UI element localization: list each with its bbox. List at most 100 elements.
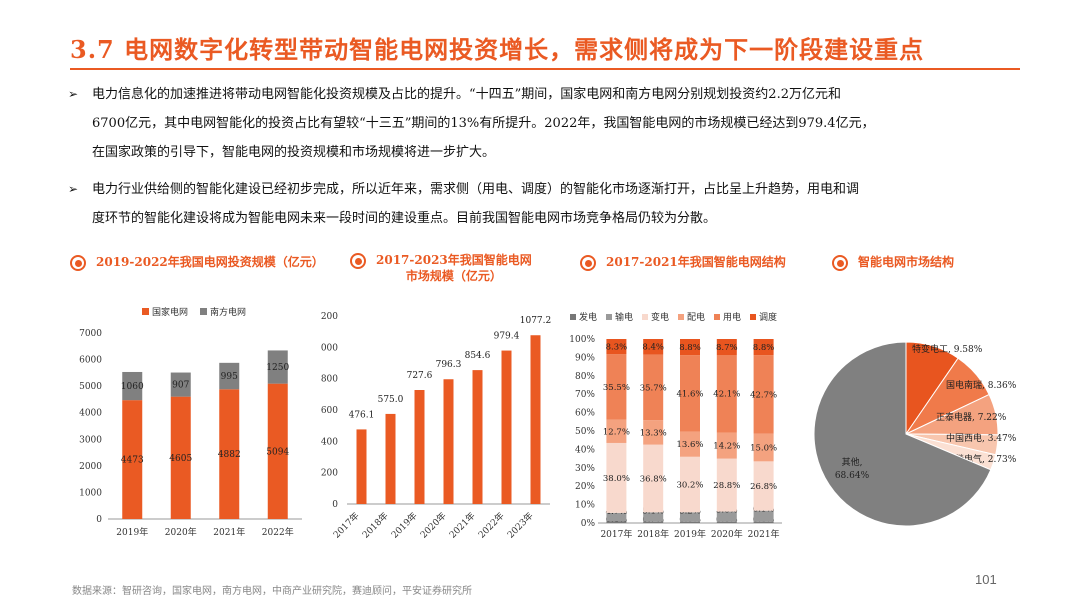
data-label: 15.0% <box>750 444 777 454</box>
y-tick-label: 10% <box>575 501 595 511</box>
y-tick-label: 400 <box>321 437 338 447</box>
data-label: 4473 <box>121 456 144 466</box>
data-label: 476.1 <box>349 410 375 420</box>
bar-segment <box>753 355 774 434</box>
data-label: 1250 <box>266 363 289 373</box>
bar-state-grid <box>170 396 191 519</box>
x-tick-label: 2018年 <box>637 528 669 540</box>
bullet-line: 6700亿元，其中电网智能化的投资占比有望较“十三五”期间的13%有所提升。20… <box>92 116 875 131</box>
data-label: 42.7% <box>750 390 777 400</box>
x-tick-label: 2021年 <box>213 526 245 538</box>
y-tick-label: 30% <box>575 464 595 474</box>
bar-segment <box>643 339 664 355</box>
target-icon <box>580 255 596 271</box>
legend-swatch <box>200 308 207 315</box>
slice-label: 其他, <box>842 456 863 468</box>
data-label: 42.1% <box>713 390 740 400</box>
x-tick-label: 2021年 <box>748 528 780 540</box>
bar <box>530 335 541 504</box>
y-tick-label: 0 <box>96 515 102 525</box>
y-tick-label: 1000 <box>79 488 102 498</box>
chart-header-market-share: 智能电网市场结构 <box>832 254 954 271</box>
bar-southern-grid <box>170 372 191 397</box>
y-tick-label: 20% <box>575 482 595 492</box>
x-tick-label: 2019年 <box>116 526 148 538</box>
data-label: 1077.2 <box>520 316 552 326</box>
target-icon <box>832 255 848 271</box>
x-tick-label: 2018年 <box>360 510 391 541</box>
bar-segment <box>753 433 774 462</box>
legend-label: 输电 <box>615 311 633 323</box>
x-tick-label: 2020年 <box>165 526 197 538</box>
data-source: 数据来源：智研咨询，国家电网，南方电网，中商产业研究院，赛迪顾问，平安证券研究所 <box>72 586 472 597</box>
data-label: 41.6% <box>676 389 703 399</box>
chart-header-text: 2019-2022年我国电网投资规模（亿元） <box>96 255 324 269</box>
bar-segment <box>716 339 737 356</box>
legend-label: 南方电网 <box>210 306 246 318</box>
y-tick-label: 90% <box>575 353 595 363</box>
y-tick-label: 800 <box>321 375 338 385</box>
title-divider <box>70 68 1020 70</box>
slice-label: 中国西电, 3.47% <box>946 432 1017 444</box>
legend-label: 变电 <box>651 311 669 323</box>
x-tick-label: 2017年 <box>600 528 632 540</box>
data-label: 4605 <box>169 454 192 464</box>
data-label: 5094 <box>266 447 289 457</box>
slice-label: 特变电工, 9.58% <box>912 343 983 355</box>
y-tick-label: 1200 <box>320 312 338 322</box>
market-share-pie: 特变电工, 9.58% 国电南瑞, 8.36% 正泰电器, 7.22% 中国西电, 3… <box>813 341 1017 527</box>
x-tick-label: 2020年 <box>711 528 743 540</box>
data-label: 575.0 <box>378 395 404 405</box>
bar-segment <box>606 339 627 355</box>
bullet-list: ➢ 电力信息化的加速推进将带动电网智能化投资规模及占比的提升。“十四五”期间，国… <box>68 80 1028 241</box>
bar-segment <box>680 355 700 432</box>
bar-segment <box>643 420 664 445</box>
bar <box>472 370 483 504</box>
y-tick-label: 600 <box>321 406 338 416</box>
bar-segment <box>606 419 627 443</box>
data-label: 35.5% <box>603 383 630 393</box>
bar-segment <box>753 510 774 522</box>
x-tick-label: 2020年 <box>418 510 449 541</box>
y-tick-label: 1000 <box>320 343 338 353</box>
bar-state-grid <box>267 383 288 519</box>
data-label: 12.7% <box>603 427 630 437</box>
y-tick-label: 5000 <box>79 382 102 392</box>
bar-state-grid <box>219 389 240 519</box>
y-tick-label: 2000 <box>79 462 102 472</box>
slice-label: 正泰电器, 7.22% <box>936 411 1007 423</box>
bar-segment <box>716 458 737 512</box>
bar <box>501 350 512 504</box>
data-label: 8.8% <box>753 343 775 353</box>
arrow-icon: ➢ <box>68 87 79 101</box>
x-tick-label: 2017年 <box>331 510 362 541</box>
legend-swatch <box>678 314 684 320</box>
y-tick-label: 4000 <box>79 409 102 419</box>
bar-segment <box>680 431 700 457</box>
slice-label: 68.64% <box>835 471 870 481</box>
chart-header-structure: 2017-2021年我国智能电网结构 <box>580 254 786 271</box>
bar-segment <box>606 512 627 522</box>
data-label: 4882 <box>218 450 241 460</box>
x-tick-label: 2019年 <box>389 510 420 541</box>
chart-header-market-size: 2017-2023年我国智能电网 市场规模（亿元） <box>350 252 532 284</box>
bar-state-grid <box>122 400 143 519</box>
bar-segment <box>753 339 774 356</box>
x-tick-label: 2022年 <box>476 510 507 541</box>
y-tick-label: 7000 <box>79 329 102 339</box>
data-label: 14.2% <box>713 442 740 452</box>
bullet-line: 度环节的智能化建设将成为智能电网未来一段时间的建设重点。目前我国智能电网市场竞争… <box>92 211 717 226</box>
chart-headers: 2019-2022年我国电网投资规模（亿元） 2017-2023年我国智能电网 … <box>0 252 1080 292</box>
y-tick-label: 0 <box>332 500 338 510</box>
bar <box>414 390 425 504</box>
data-label: 36.8% <box>640 474 667 484</box>
bar-segment <box>716 511 737 522</box>
bullet-line: 在国家政策的引导下，智能电网的投资规模和市场规模将进一步扩大。 <box>92 145 496 160</box>
bar <box>443 379 454 504</box>
chart-header-investment: 2019-2022年我国电网投资规模（亿元） <box>70 254 324 271</box>
bar-segment <box>606 521 627 523</box>
data-label: 30.2% <box>676 481 703 491</box>
bar-segment <box>716 432 737 459</box>
data-label: 854.6 <box>465 351 491 361</box>
investment-chart: 国家电网 南方电网 0 1000 2000 3000 4000 5000 6000 7000 447… <box>79 306 302 538</box>
